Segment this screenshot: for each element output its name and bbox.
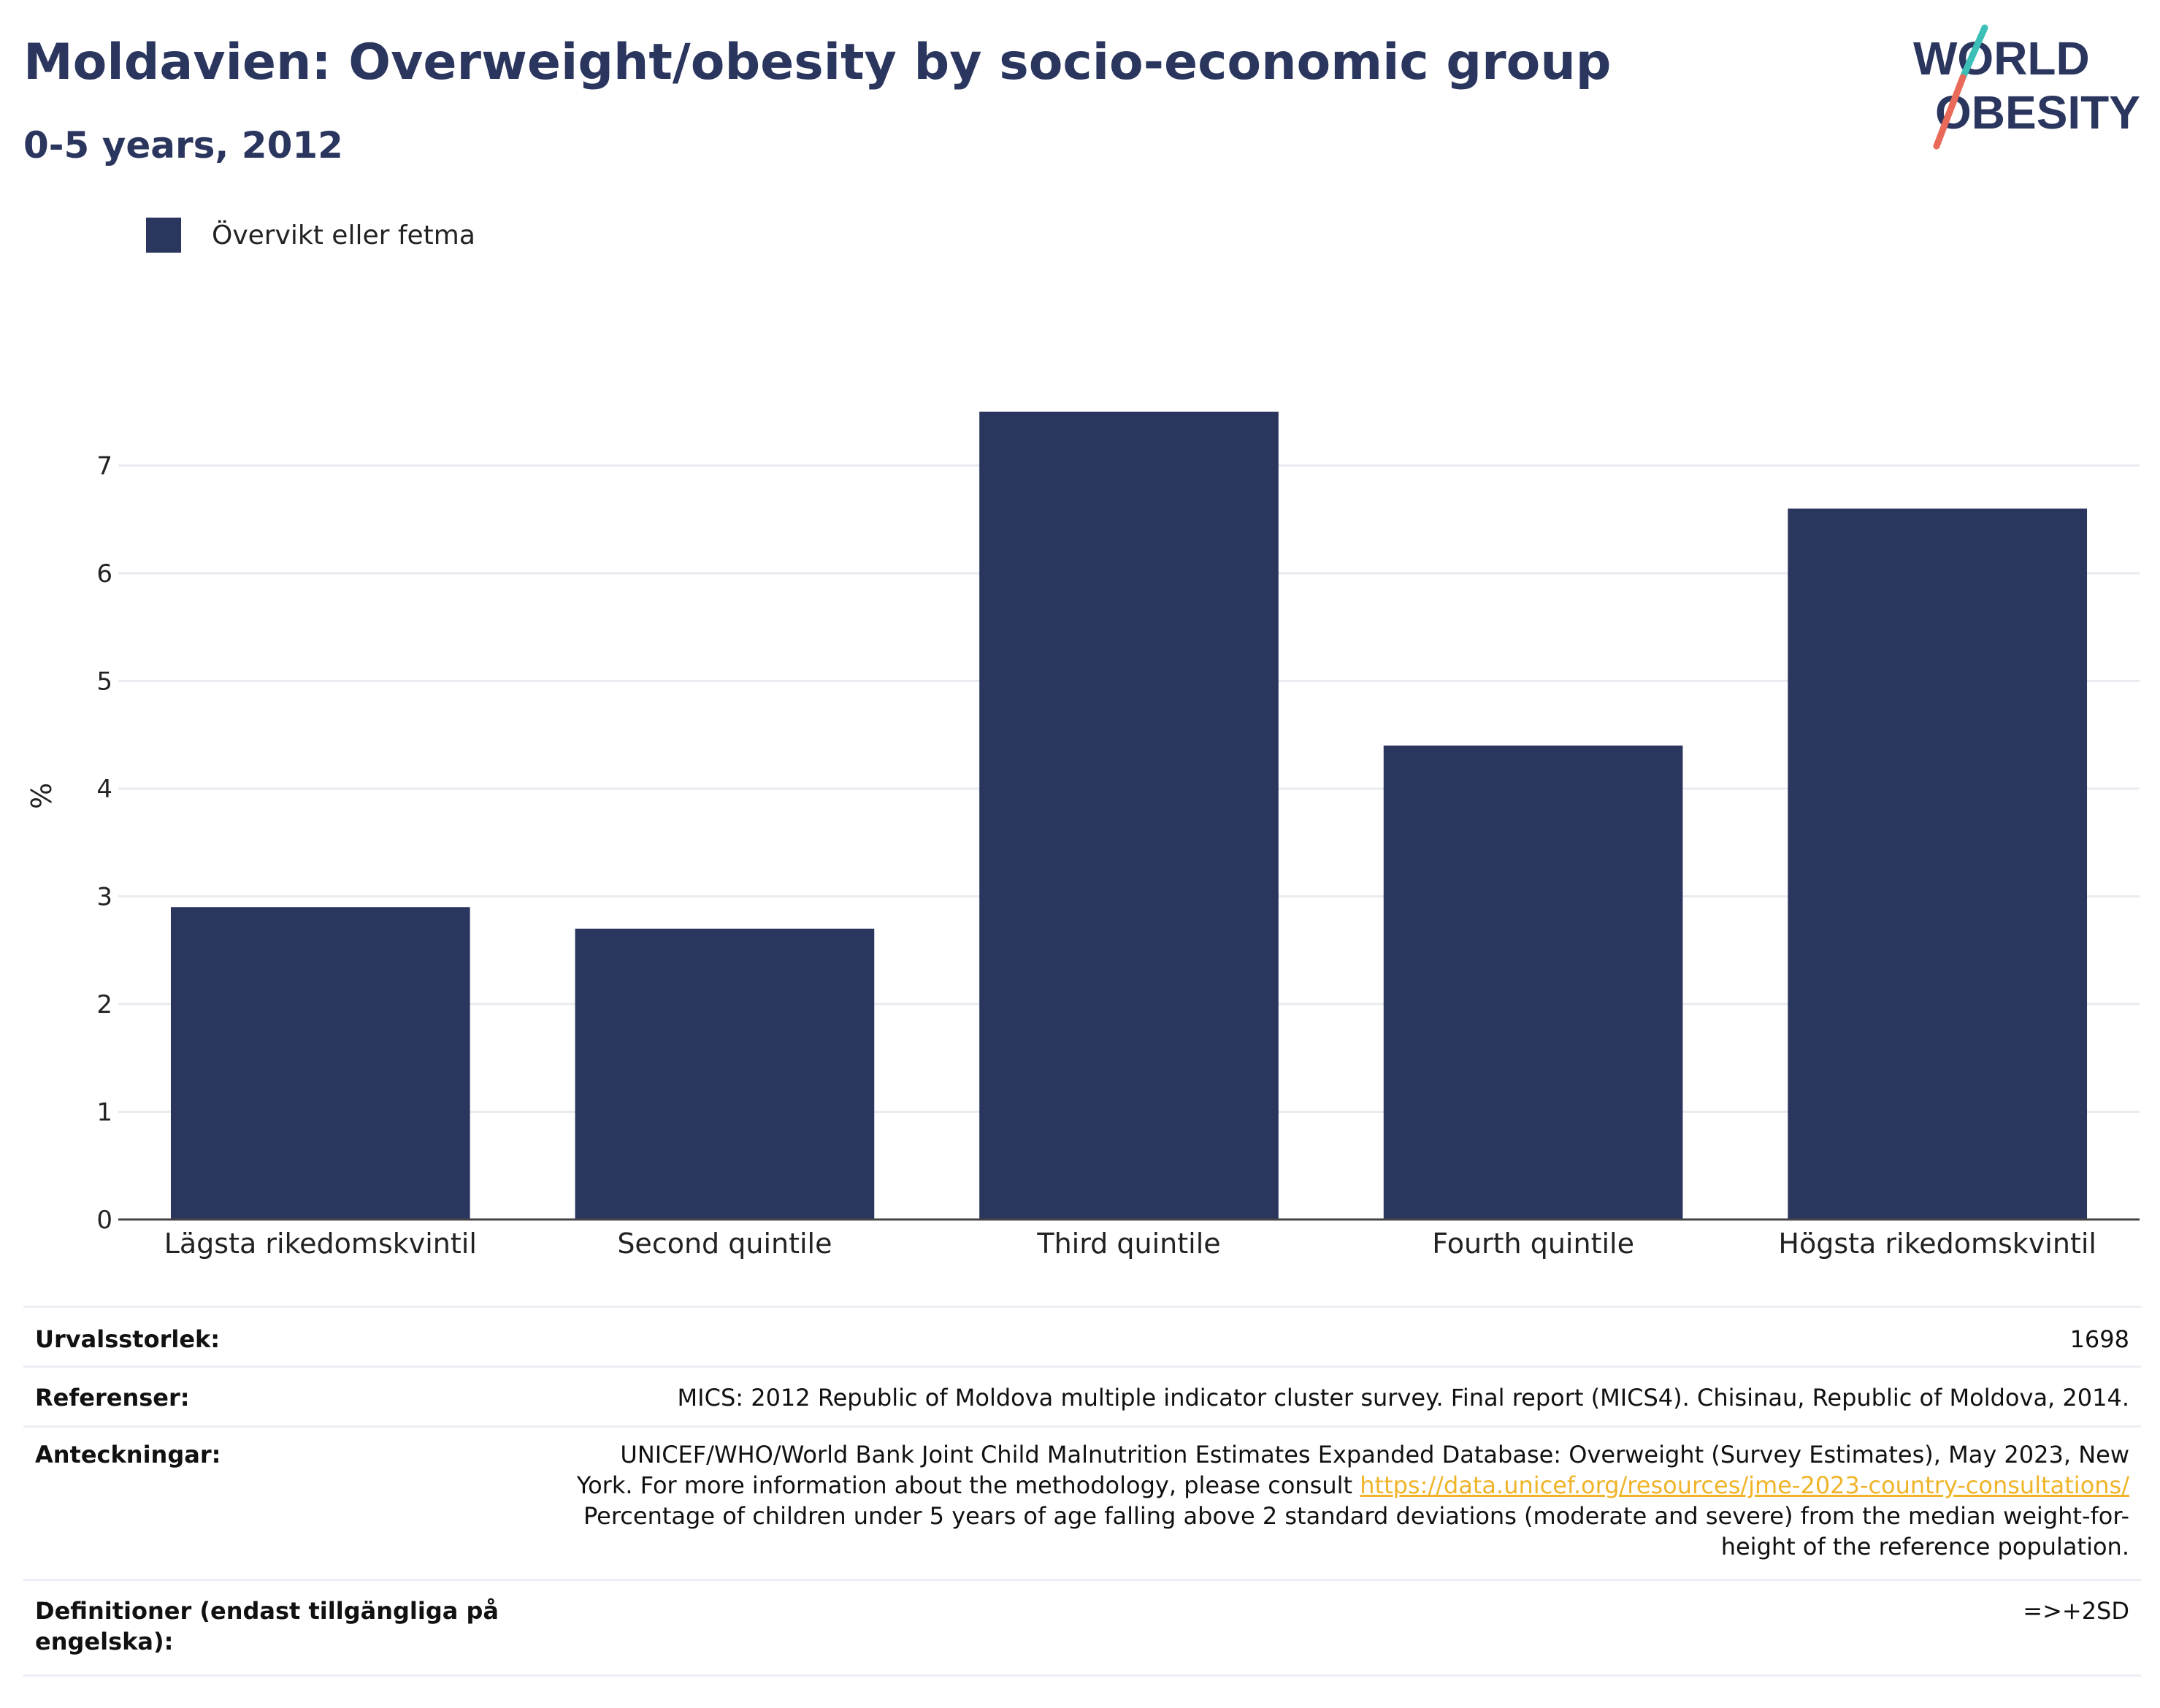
table-row-definitions: Definitioner (endast tillgängliga på eng… <box>23 1579 2141 1677</box>
chart-legend[interactable]: Övervikt eller fetma <box>146 216 475 254</box>
y-tick-label: 1 <box>96 1098 112 1127</box>
y-tick-label: 6 <box>96 559 112 589</box>
legend-swatch <box>146 218 181 253</box>
logo-text-world: WORLD <box>1913 32 2090 85</box>
y-tick-label: 5 <box>96 667 112 697</box>
x-tick-label: Second quintile <box>617 1228 832 1260</box>
x-tick-label: Lägsta rikedomskvintil <box>164 1228 477 1260</box>
y-tick-label: 0 <box>96 1206 112 1235</box>
x-tick-label: Högsta rikedomskvintil <box>1778 1228 2096 1260</box>
bar[interactable] <box>1383 746 1683 1219</box>
references-value: MICS: 2012 Republic of Moldova multiple … <box>677 1384 2129 1412</box>
y-tick-label: 2 <box>96 990 112 1019</box>
logo-text-obesity: OBESITY <box>1935 86 2140 139</box>
table-row-references: Referenser: MICS: 2012 Republic of Moldo… <box>23 1366 2141 1428</box>
bar[interactable] <box>575 928 875 1219</box>
notes-line-2-text: York. For more information about the met… <box>576 1471 1360 1499</box>
bar[interactable] <box>1788 508 2088 1220</box>
y-tick-label: 4 <box>96 775 112 804</box>
chart-subtitle: 0-5 years, 2012 <box>23 124 343 166</box>
sample-size-label: Urvalsstorlek: <box>35 1325 221 1353</box>
table-row-sample-size: Urvalsstorlek: 1698 <box>23 1306 2141 1368</box>
methodology-link[interactable]: https://data.unicef.org/resources/jme-20… <box>1360 1471 2129 1499</box>
y-tick-label: 3 <box>96 883 112 912</box>
table-row-notes: Anteckningar: UNICEF/WHO/World Bank Join… <box>23 1425 2141 1581</box>
notes-label: Anteckningar: <box>35 1441 221 1468</box>
y-tick-label: 7 <box>96 452 112 481</box>
references-label: Referenser: <box>35 1384 190 1412</box>
notes-line-3: Percentage of children under 5 years of … <box>583 1502 2129 1530</box>
sample-size-value: 1698 <box>2069 1325 2129 1353</box>
notes-line-2: York. For more information about the met… <box>577 1470 2129 1501</box>
notes-line-4: height of the reference population. <box>1720 1533 2129 1560</box>
logo-slash-teal <box>1959 24 1988 81</box>
bar-chart: 0 1 2 3 4 5 6 7% Lägsta rikedomskvintil Second qu… <box>26 411 2140 1260</box>
x-tick-label: Third quintile <box>1036 1228 1220 1260</box>
bar[interactable] <box>170 907 470 1219</box>
logo-slash-coral <box>1933 74 1966 150</box>
definitions-label-line-1: Definitioner (endast tillgängliga på <box>35 1597 499 1625</box>
x-tick-label: Fourth quintile <box>1432 1228 1634 1260</box>
chart-title: Moldavien: Overweight/obesity by socio-e… <box>23 34 1612 91</box>
legend-label: Övervikt eller fetma <box>212 220 475 250</box>
definitions-label-line-2: engelska): <box>35 1628 174 1655</box>
y-axis-title: % <box>26 783 58 809</box>
definitions-value: =>+2SD <box>2023 1597 2129 1625</box>
world-obesity-logo: WORLD OBESITY <box>1913 24 2140 150</box>
notes-line-1: UNICEF/WHO/World Bank Joint Child Malnut… <box>620 1441 2129 1468</box>
bar[interactable] <box>979 411 1279 1219</box>
